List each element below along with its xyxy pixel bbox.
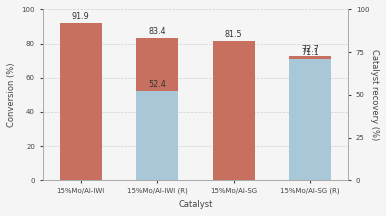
Y-axis label: Conversion (%): Conversion (%) [7,63,16,127]
Text: 52.4: 52.4 [148,80,166,89]
Bar [213,41,255,180]
X-axis label: Catalyst: Catalyst [178,200,213,209]
Bar [289,56,331,180]
Text: 71.1: 71.1 [301,48,319,57]
Bar [289,59,331,180]
Text: 91.9: 91.9 [72,12,90,21]
Text: 83.4: 83.4 [149,27,166,36]
Bar [136,38,178,180]
Text: 72.7: 72.7 [301,45,319,54]
Bar [136,91,178,180]
Y-axis label: Catalyst recovery (%): Catalyst recovery (%) [370,49,379,141]
Bar [60,23,102,180]
Text: 81.5: 81.5 [225,30,242,39]
